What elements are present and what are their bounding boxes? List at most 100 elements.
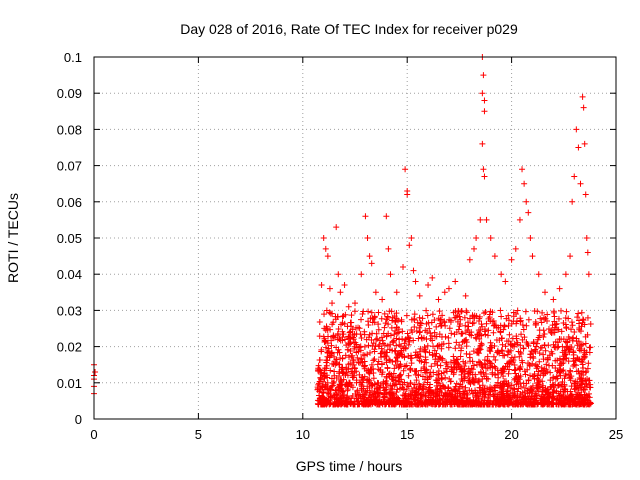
data-point: [512, 370, 519, 377]
data-point: [318, 348, 325, 355]
data-point: [404, 191, 411, 198]
data-point: [544, 354, 551, 361]
data-point: [373, 401, 380, 408]
data-point: [427, 369, 434, 376]
data-point: [549, 362, 556, 369]
data-point: [504, 360, 511, 367]
data-point: [413, 377, 420, 384]
data-point: [337, 289, 344, 296]
data-point: [334, 330, 341, 337]
data-point: [549, 350, 556, 357]
data-point: [402, 345, 409, 352]
data-point: [423, 336, 430, 343]
data-point: [429, 401, 436, 408]
data-point: [328, 375, 335, 382]
data-point: [570, 355, 577, 362]
data-point: [463, 309, 470, 316]
data-point: [554, 339, 561, 346]
data-point: [412, 349, 419, 356]
data-point: [511, 354, 518, 361]
data-point: [536, 350, 543, 357]
data-point: [567, 367, 574, 374]
data-point: [319, 393, 326, 400]
data-point: [562, 351, 569, 358]
data-point: [408, 400, 415, 407]
data-point: [347, 319, 354, 326]
data-point: [377, 389, 384, 396]
data-point: [411, 311, 418, 318]
data-point: [365, 342, 372, 349]
data-point: [431, 347, 438, 354]
data-point: [582, 191, 589, 198]
data-point: [348, 368, 355, 375]
data-point: [456, 388, 463, 395]
data-point: [395, 378, 402, 385]
data-point: [481, 389, 488, 396]
data-point: [519, 336, 526, 343]
data-point: [391, 313, 398, 320]
data-point: [401, 344, 408, 351]
data-point: [583, 396, 590, 403]
data-point: [410, 267, 417, 274]
data-point: [441, 399, 448, 406]
data-point: [528, 348, 535, 355]
data-point: [556, 285, 563, 292]
data-point: [511, 367, 518, 374]
data-point: [399, 381, 406, 388]
data-point: [392, 318, 399, 325]
data-point: [348, 382, 355, 389]
data-point: [585, 360, 592, 367]
data-point: [331, 378, 338, 385]
data-point: [570, 349, 577, 356]
data-point: [370, 369, 377, 376]
data-point: [560, 319, 567, 326]
data-point: [514, 307, 521, 314]
data-point: [344, 399, 351, 406]
data-point: [423, 367, 430, 374]
data-point: [376, 341, 383, 348]
data-point: [573, 126, 580, 133]
data-point: [558, 328, 565, 335]
data-point: [359, 311, 366, 318]
data-point: [582, 353, 589, 360]
data-point: [452, 314, 459, 321]
data-point: [443, 359, 450, 366]
data-point: [316, 333, 323, 340]
data-point: [506, 331, 513, 338]
data-point: [510, 313, 517, 320]
data-point: [383, 213, 390, 220]
data-point: [474, 331, 481, 338]
data-point: [571, 328, 578, 335]
data-point: [321, 337, 328, 344]
data-point: [372, 289, 379, 296]
data-point: [569, 397, 576, 404]
data-point: [422, 356, 429, 363]
data-point: [539, 309, 546, 316]
data-point: [557, 399, 564, 406]
data-point: [463, 390, 470, 397]
data-point: [568, 383, 575, 390]
data-point: [370, 375, 377, 382]
data-point: [381, 324, 388, 331]
data-point: [445, 285, 452, 292]
data-point: [429, 337, 436, 344]
data-point: [435, 371, 442, 378]
data-point: [484, 399, 491, 406]
data-point: [393, 324, 400, 331]
data-point: [315, 380, 322, 387]
data-point: [469, 312, 476, 319]
data-point: [358, 381, 365, 388]
data-point: [327, 352, 334, 359]
data-point: [450, 397, 457, 404]
data-point: [472, 371, 479, 378]
data-point: [482, 331, 489, 338]
data-point: [415, 335, 422, 342]
data-point: [322, 245, 329, 252]
data-point: [329, 334, 336, 341]
data-point: [393, 389, 400, 396]
data-point: [444, 390, 451, 397]
data-point: [578, 391, 585, 398]
data-point: [393, 289, 400, 296]
data-point: [344, 387, 351, 394]
data-point: [516, 366, 523, 373]
